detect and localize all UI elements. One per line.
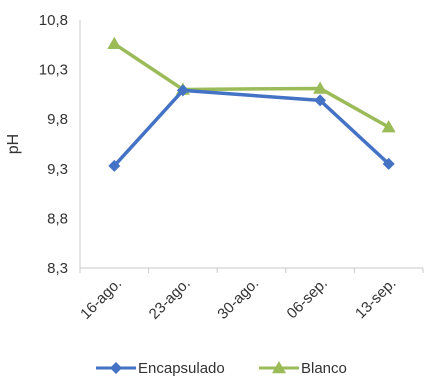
y-tick-labels: 8,3 8,8 9,3 9,8 10,3 10,8 — [39, 12, 68, 277]
data-point — [108, 159, 121, 172]
data-point — [381, 120, 396, 133]
data-point — [107, 36, 122, 50]
x-tick-label: 13-sep. — [352, 275, 399, 322]
data-point — [382, 157, 395, 170]
series-layer — [107, 36, 396, 172]
legend-label: Blanco — [301, 360, 347, 377]
y-tick-label: 10,8 — [39, 12, 68, 29]
x-tick-marks — [79, 268, 424, 273]
series-encapsulado — [108, 84, 395, 172]
series-line — [113, 42, 390, 129]
y-tick-label: 8,8 — [47, 210, 68, 227]
x-tick-labels: 16-ago. 23-ago. 30-ago. 06-sep. 13-sep. — [77, 275, 399, 323]
data-point — [313, 81, 328, 94]
legend-marker — [110, 362, 122, 374]
series-blanco — [107, 36, 396, 133]
y-tick-label: 10,3 — [39, 62, 68, 79]
x-tick-label: 23-ago. — [146, 275, 194, 323]
series-line — [113, 88, 390, 168]
y-tick-label: 9,3 — [47, 161, 68, 178]
legend-label: Encapsulado — [138, 360, 225, 377]
y-tick-label: 9,8 — [47, 111, 68, 128]
legend-item-encapsulado: Encapsulado — [96, 360, 225, 377]
data-point — [176, 84, 189, 97]
x-axis: 16-ago. 23-ago. 30-ago. 06-sep. 13-sep. — [77, 267, 424, 323]
y-axis-title: pH — [5, 134, 22, 154]
legend-item-blanco: Blanco — [259, 360, 347, 377]
x-tick-label: 06-sep. — [284, 275, 331, 322]
legend: Encapsulado Blanco — [96, 360, 347, 377]
y-axis: pH 8,3 8,8 9,3 9,8 10,3 10,8 — [5, 12, 81, 277]
legend-marker — [272, 361, 286, 374]
y-tick-label: 8,3 — [47, 260, 68, 277]
data-point — [314, 94, 327, 107]
x-tick-label: 16-ago. — [77, 275, 125, 323]
x-tick-label: 30-ago. — [214, 275, 262, 323]
